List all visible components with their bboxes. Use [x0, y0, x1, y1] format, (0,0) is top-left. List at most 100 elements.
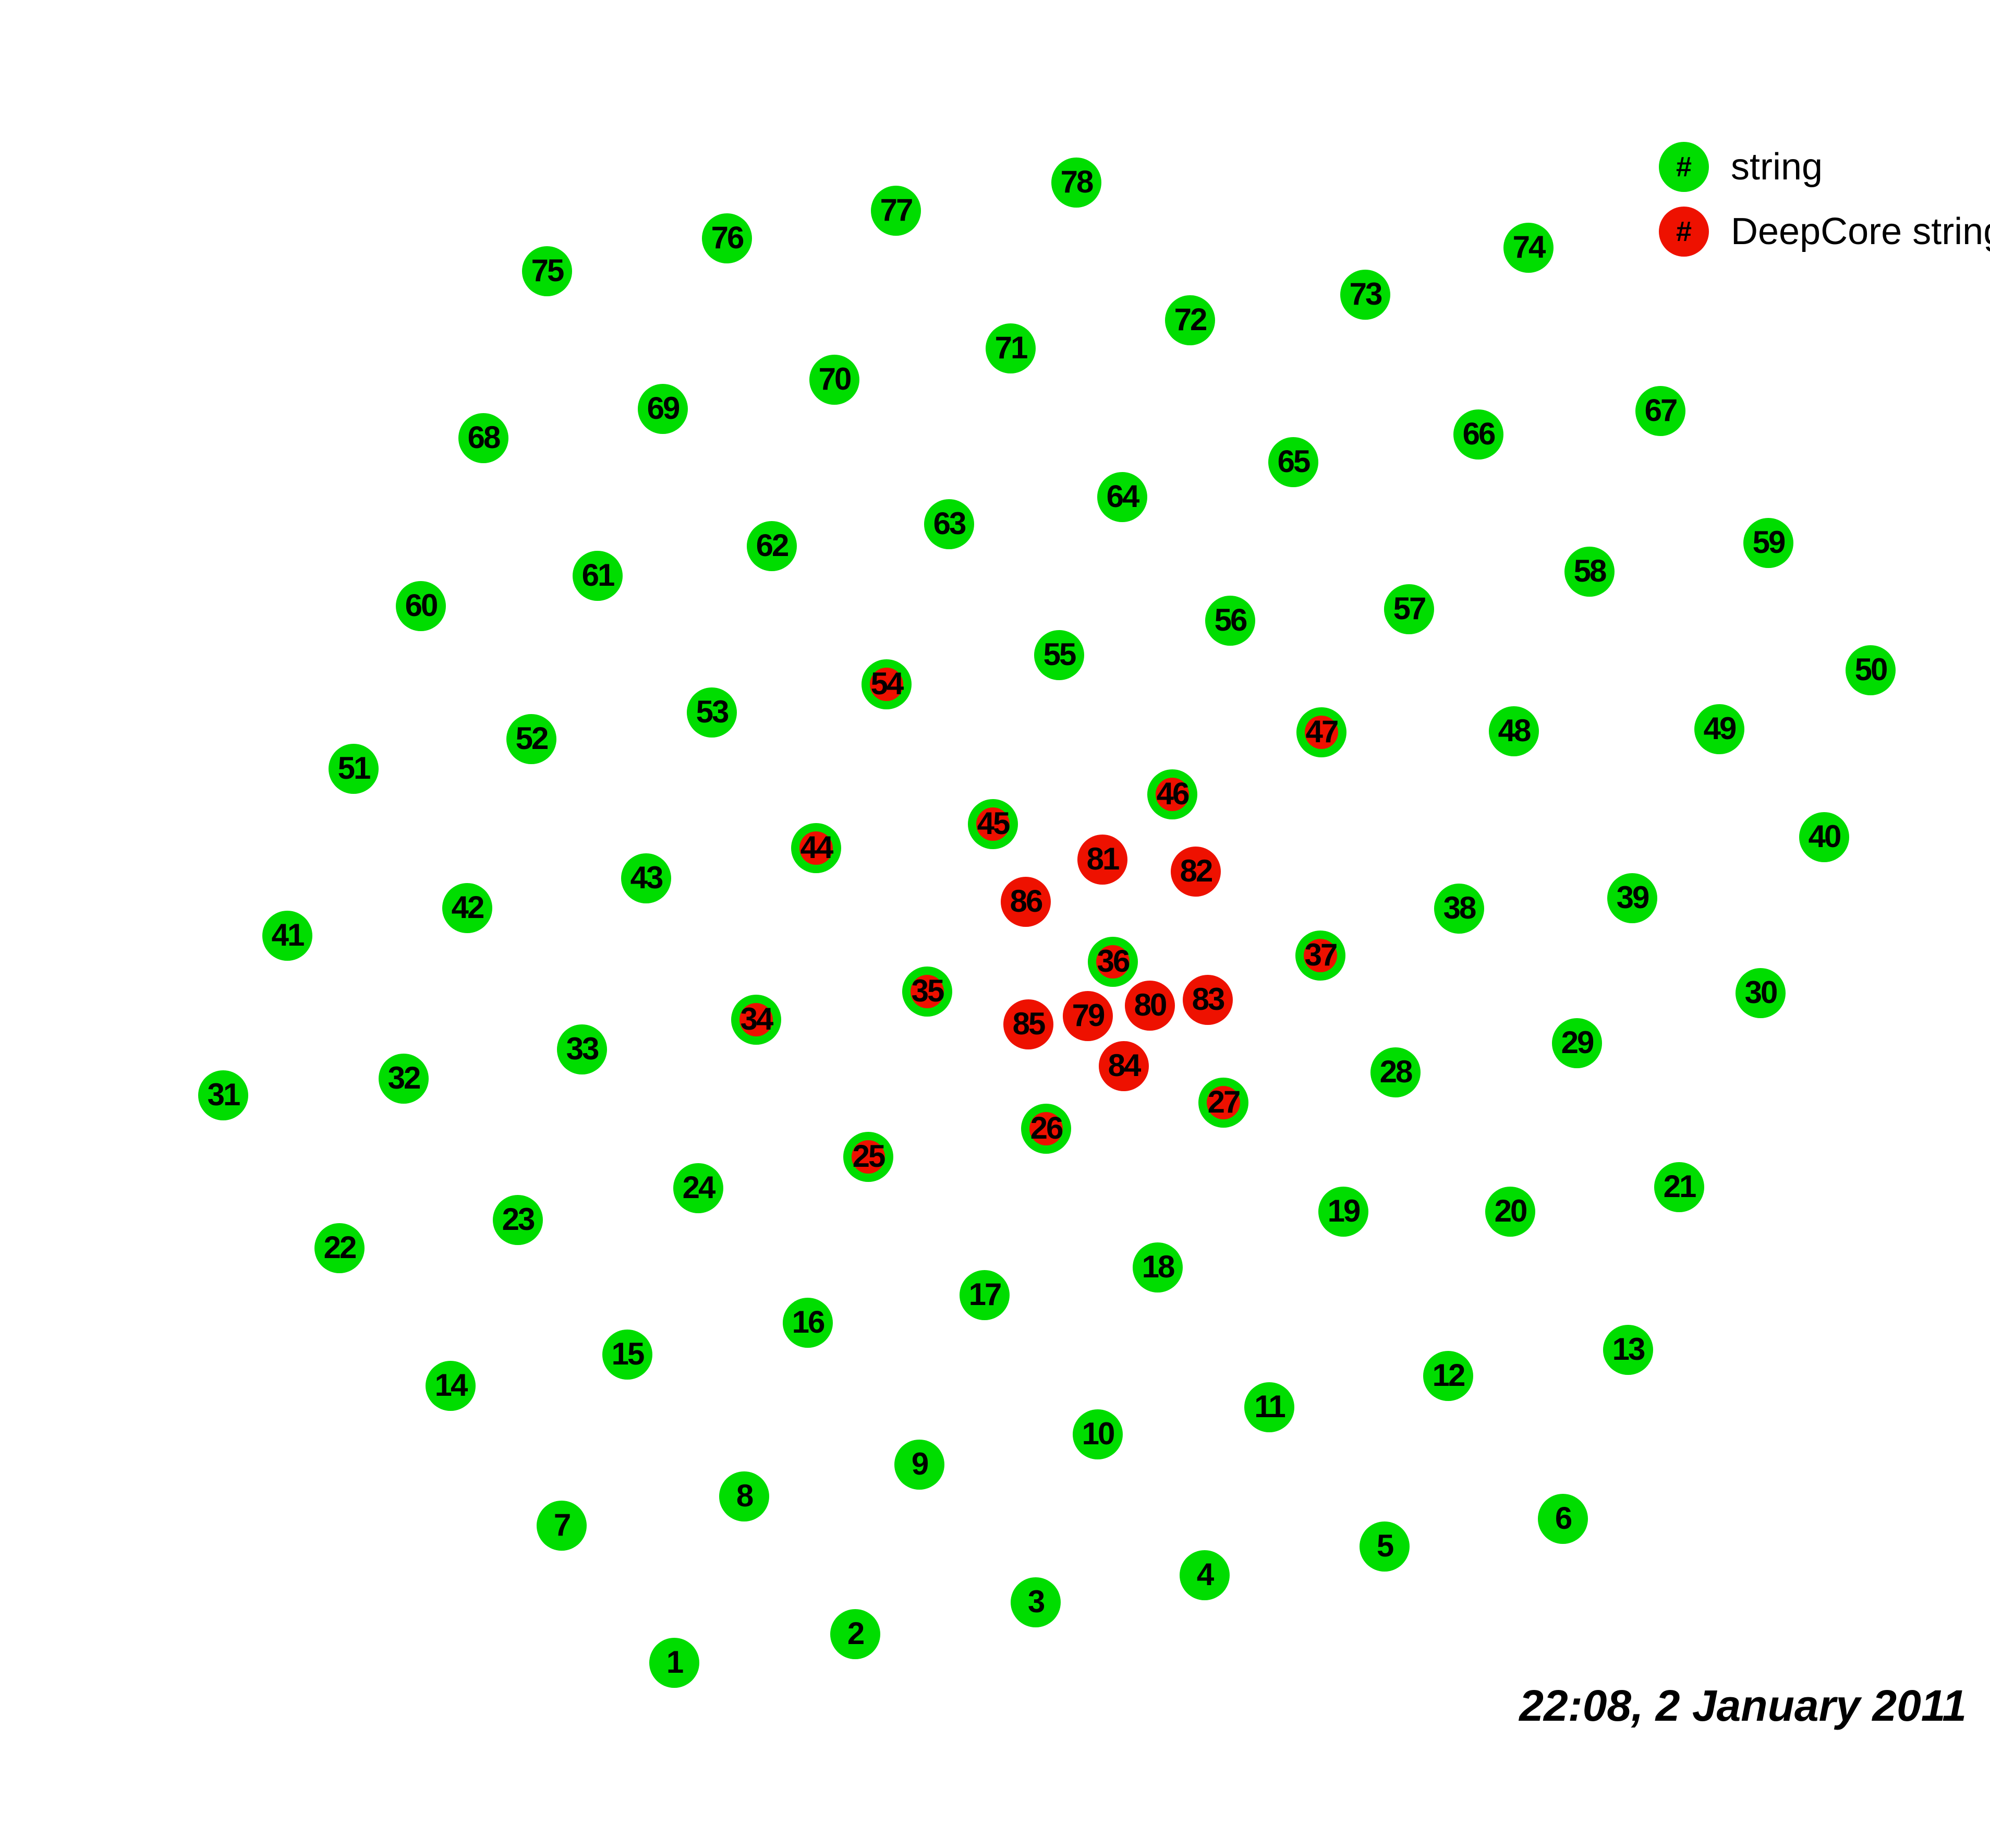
- string-number: 67: [1644, 393, 1678, 428]
- string-deepcore-marker: 25: [843, 1132, 893, 1182]
- timestamp: 22:08, 2 January 2011: [1519, 1681, 1967, 1730]
- string-number: 58: [1573, 553, 1607, 588]
- string-number: 68: [467, 420, 501, 455]
- string-number: 11: [1254, 1389, 1285, 1424]
- string-marker: 49: [1694, 704, 1744, 754]
- string-number: 21: [1663, 1169, 1697, 1204]
- string-deepcore-marker: 37: [1295, 931, 1345, 981]
- string-marker: 5: [1360, 1521, 1410, 1572]
- string-marker: 73: [1340, 270, 1390, 320]
- string-deepcore-marker: 46: [1147, 769, 1197, 819]
- string-deepcore-marker: 26: [1021, 1104, 1071, 1154]
- string-number: 20: [1494, 1193, 1528, 1228]
- string-number: 5: [1376, 1528, 1394, 1563]
- string-swatch-icon: #: [1659, 142, 1709, 192]
- string-number: 39: [1616, 880, 1650, 915]
- string-number: 47: [1305, 714, 1339, 749]
- string-marker: 74: [1503, 223, 1554, 273]
- string-marker: 12: [1423, 1351, 1473, 1401]
- string-marker: 53: [687, 687, 737, 738]
- string-marker: 7: [537, 1501, 587, 1551]
- string-number: 64: [1106, 479, 1140, 514]
- string-number: 32: [387, 1060, 421, 1095]
- string-number: 31: [207, 1077, 241, 1112]
- deepcore-core-dot: [1207, 1086, 1240, 1119]
- string-number: 35: [911, 973, 945, 1008]
- legend-item-deepcore: # DeepCore string: [1659, 207, 1990, 257]
- string-number: 52: [515, 721, 549, 756]
- deepcore-core-dot: [870, 668, 903, 701]
- deepcore-string-marker: 85: [1003, 999, 1053, 1049]
- deepcore-core-dot: [739, 1003, 773, 1036]
- string-marker: 75: [522, 246, 572, 296]
- string-number: 73: [1349, 276, 1383, 311]
- legend-label-string: string: [1731, 146, 1823, 188]
- string-marker: 30: [1736, 968, 1786, 1018]
- string-marker: 63: [924, 499, 974, 549]
- string-marker: 60: [396, 581, 446, 631]
- string-number: 79: [1072, 998, 1106, 1033]
- string-number: 63: [933, 506, 967, 541]
- string-number: 8: [736, 1478, 754, 1513]
- string-number: 9: [911, 1446, 929, 1481]
- deepcore-core-dot: [852, 1140, 885, 1174]
- string-number: 4: [1196, 1557, 1214, 1592]
- string-marker: 24: [673, 1163, 723, 1213]
- string-number: 56: [1214, 602, 1248, 637]
- string-number: 3: [1027, 1584, 1045, 1619]
- string-number: 48: [1498, 713, 1532, 748]
- string-marker: 21: [1654, 1162, 1704, 1212]
- string-number: 29: [1561, 1025, 1595, 1060]
- string-number: 36: [1097, 944, 1131, 979]
- legend-label-deepcore: DeepCore string: [1731, 211, 1990, 252]
- deepcore-string-marker: 80: [1125, 981, 1175, 1031]
- string-number: 75: [531, 253, 565, 288]
- string-number: 41: [271, 917, 305, 952]
- string-marker: 78: [1051, 158, 1101, 208]
- string-number: 15: [611, 1336, 645, 1371]
- string-number: 46: [1156, 776, 1190, 811]
- string-number: 26: [1030, 1110, 1064, 1145]
- string-marker: 4: [1180, 1550, 1230, 1600]
- string-number: 23: [502, 1202, 536, 1237]
- string-number: 81: [1086, 841, 1120, 876]
- string-number: 59: [1752, 525, 1786, 560]
- string-number: 43: [630, 860, 664, 895]
- string-deepcore-marker: 35: [902, 967, 952, 1017]
- string-number: 40: [1808, 819, 1842, 854]
- string-marker: 70: [809, 355, 859, 405]
- string-deepcore-marker: 36: [1088, 937, 1138, 987]
- string-number: 74: [1512, 230, 1546, 264]
- string-marker: 22: [314, 1223, 365, 1273]
- deepcore-string-marker: 81: [1077, 835, 1127, 885]
- string-number: 66: [1462, 416, 1496, 451]
- string-marker: 55: [1034, 630, 1084, 680]
- string-marker: 11: [1244, 1382, 1294, 1432]
- string-number: 85: [1012, 1006, 1046, 1041]
- string-number: 57: [1393, 591, 1427, 626]
- deepcore-string-marker: 83: [1183, 975, 1233, 1025]
- string-number: 14: [434, 1368, 468, 1403]
- string-marker: 71: [986, 323, 1036, 373]
- string-number: 61: [581, 558, 615, 593]
- string-marker: 57: [1384, 584, 1434, 634]
- string-marker: 72: [1165, 295, 1215, 345]
- string-marker: 61: [573, 551, 623, 601]
- string-number: 86: [1010, 884, 1043, 919]
- string-number: 71: [994, 330, 1028, 365]
- string-marker: 65: [1268, 437, 1318, 487]
- string-number: 44: [800, 830, 834, 865]
- string-marker: 64: [1097, 472, 1147, 522]
- string-number: 53: [696, 694, 730, 729]
- string-marker: 41: [262, 911, 312, 961]
- string-number: 6: [1555, 1501, 1572, 1536]
- string-number: 62: [756, 528, 790, 563]
- string-number: 83: [1192, 982, 1225, 1017]
- string-marker: 38: [1434, 884, 1484, 934]
- string-number: 69: [647, 391, 681, 426]
- string-marker: 39: [1607, 873, 1657, 923]
- deepcore-core-dot: [976, 807, 1010, 841]
- string-marker: 51: [329, 744, 379, 794]
- string-marker: 50: [1846, 645, 1896, 695]
